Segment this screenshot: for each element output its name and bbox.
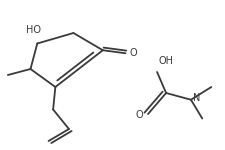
Text: OH: OH <box>158 56 172 66</box>
Text: O: O <box>129 48 137 57</box>
Text: HO: HO <box>26 25 41 35</box>
Text: N: N <box>192 93 200 103</box>
Text: O: O <box>135 111 142 120</box>
